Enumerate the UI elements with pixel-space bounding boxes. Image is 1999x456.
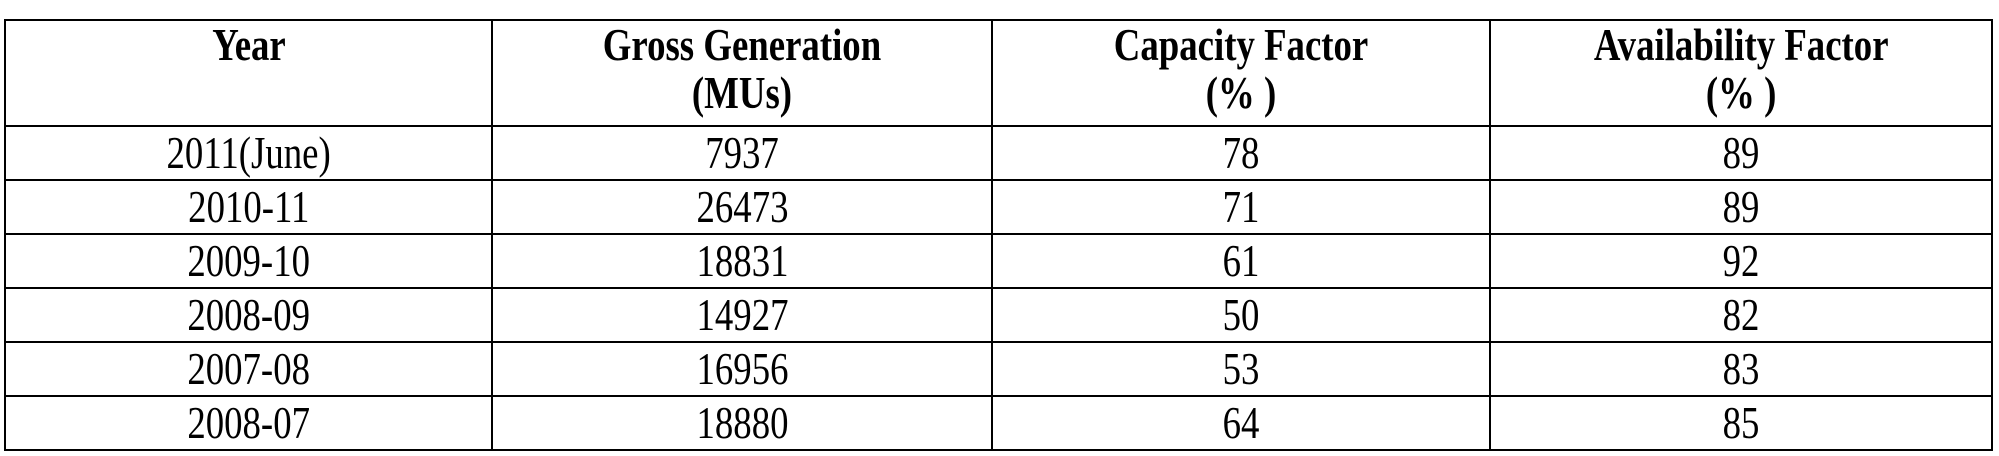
table-cell: 61 bbox=[991, 233, 1491, 289]
table-row: 2010-11 26473 71 89 bbox=[4, 179, 1993, 235]
cell-text: 2008-09 bbox=[187, 289, 310, 340]
table-body: 2011(June) 7937 78 89 2010-11 26473 71 89 2009-1… bbox=[4, 125, 1993, 451]
cell-text: 71 bbox=[1222, 181, 1260, 232]
cell-text: 61 bbox=[1222, 235, 1260, 286]
cell-text: 18831 bbox=[696, 235, 788, 286]
table-row: 2008-07 18880 64 85 bbox=[4, 395, 1993, 451]
cell-text: 89 bbox=[1722, 127, 1760, 178]
cell-text: Availability Factor (% ) bbox=[1593, 20, 1889, 118]
cell-text: Capacity Factor (% ) bbox=[1113, 20, 1369, 118]
header-cell: Gross Generation (MUs) bbox=[491, 19, 993, 127]
cell-text: 2009-10 bbox=[187, 235, 310, 286]
cell-text: 2011(June) bbox=[166, 127, 331, 178]
cell-text: 92 bbox=[1722, 235, 1760, 286]
table-cell: 82 bbox=[1489, 287, 1993, 343]
table-cell: 64 bbox=[991, 395, 1491, 451]
table-cell: 2009-10 bbox=[4, 233, 493, 289]
table-cell: 2008-07 bbox=[4, 395, 493, 451]
table-cell: 92 bbox=[1489, 233, 1993, 289]
header-cell: Year bbox=[4, 19, 493, 127]
table-row: 2008-09 14927 50 82 bbox=[4, 287, 1993, 343]
table-cell: 50 bbox=[991, 287, 1491, 343]
cell-text: Gross Generation (MUs) bbox=[602, 20, 882, 118]
table-cell: 89 bbox=[1489, 125, 1993, 181]
table-cell: 2008-09 bbox=[4, 287, 493, 343]
table-cell: 71 bbox=[991, 179, 1491, 235]
cell-text: 64 bbox=[1222, 397, 1260, 448]
cell-text: 83 bbox=[1722, 343, 1760, 394]
table-cell: 78 bbox=[991, 125, 1491, 181]
table-cell: 83 bbox=[1489, 341, 1993, 397]
table-cell: 2010-11 bbox=[4, 179, 493, 235]
cell-text: 82 bbox=[1722, 289, 1760, 340]
cell-text: 2008-07 bbox=[187, 397, 310, 448]
table-cell: 26473 bbox=[491, 179, 993, 235]
table-cell: 16956 bbox=[491, 341, 993, 397]
header-cell: Capacity Factor (% ) bbox=[991, 19, 1491, 127]
table-cell: 53 bbox=[991, 341, 1491, 397]
table-row: 2007-08 16956 53 83 bbox=[4, 341, 1993, 397]
header-cell: Availability Factor (% ) bbox=[1489, 19, 1993, 127]
table-cell: 2007-08 bbox=[4, 341, 493, 397]
cell-text: 16956 bbox=[696, 343, 788, 394]
cell-text: Year bbox=[211, 20, 286, 70]
cell-text: 2007-08 bbox=[187, 343, 310, 394]
cell-text: 7937 bbox=[705, 127, 779, 178]
cell-text: 89 bbox=[1722, 181, 1760, 232]
table-row: 2011(June) 7937 78 89 bbox=[4, 125, 1993, 181]
cell-text: 26473 bbox=[696, 181, 788, 232]
cell-text: 18880 bbox=[696, 397, 788, 448]
cell-text: 53 bbox=[1222, 343, 1260, 394]
table-cell: 18880 bbox=[491, 395, 993, 451]
table-cell: 2011(June) bbox=[4, 125, 493, 181]
table-cell: 89 bbox=[1489, 179, 1993, 235]
table-cell: 7937 bbox=[491, 125, 993, 181]
table-cell: 18831 bbox=[491, 233, 993, 289]
cell-text: 50 bbox=[1222, 289, 1260, 340]
cell-text: 78 bbox=[1222, 127, 1260, 178]
cell-text: 2010-11 bbox=[187, 181, 310, 232]
cell-text: 14927 bbox=[696, 289, 788, 340]
table-cell: 85 bbox=[1489, 395, 1993, 451]
cell-text: 85 bbox=[1722, 397, 1760, 448]
data-table: Year Gross Generation (MUs) Capacity Facto… bbox=[4, 19, 1993, 451]
header-row: Year Gross Generation (MUs) Capacity Facto… bbox=[4, 19, 1993, 127]
table-row: 2009-10 18831 61 92 bbox=[4, 233, 1993, 289]
table-cell: 14927 bbox=[491, 287, 993, 343]
